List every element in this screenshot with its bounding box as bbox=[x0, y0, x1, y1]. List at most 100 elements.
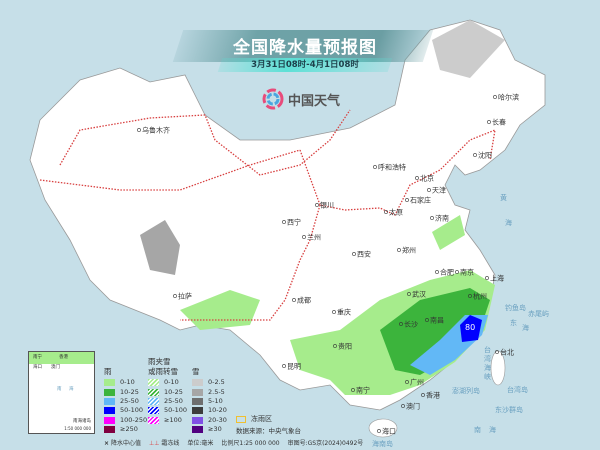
city-label: 贵阳 bbox=[338, 342, 352, 351]
sea-label: 赤尾屿 bbox=[528, 309, 549, 318]
legend-label: 50-100 bbox=[120, 406, 144, 415]
legend-label: 10-20 bbox=[208, 406, 227, 415]
city-label: 拉萨 bbox=[178, 292, 192, 301]
city-label: 天津 bbox=[432, 187, 446, 195]
city-label: 哈尔滨 bbox=[498, 93, 519, 102]
snow-area-tibet bbox=[140, 220, 180, 275]
legend-item: ≥250 bbox=[104, 425, 147, 434]
city-marker bbox=[333, 344, 337, 348]
city-marker bbox=[282, 364, 286, 368]
approval-label: 审图号:GS京(2024)0492号 bbox=[287, 440, 364, 447]
legend-item: 50-100 bbox=[148, 406, 187, 415]
legend-swatch bbox=[192, 397, 203, 405]
logo-icon bbox=[262, 88, 284, 110]
city-label: 成都 bbox=[297, 296, 311, 305]
city-marker bbox=[377, 429, 381, 433]
city-label: 昆明 bbox=[287, 363, 301, 371]
legend-swatch bbox=[148, 407, 159, 415]
legend-swatch bbox=[192, 407, 203, 415]
frost-line bbox=[39, 109, 496, 321]
legend-label: ≥30 bbox=[208, 425, 222, 434]
city-marker bbox=[282, 220, 286, 224]
city-label: 广州 bbox=[410, 378, 424, 387]
legend-label: 100-250 bbox=[120, 415, 148, 424]
city-marker bbox=[405, 198, 409, 202]
city-label: 海口 bbox=[382, 427, 396, 436]
legend-swatch bbox=[192, 379, 203, 387]
city-label: 西宁 bbox=[287, 218, 301, 227]
city-marker bbox=[427, 188, 431, 192]
legend-label: 2.5-5 bbox=[208, 387, 225, 396]
sea-label: 海南岛 bbox=[372, 439, 393, 448]
city-marker bbox=[292, 298, 296, 302]
footer: × 降水中心值 ⊥⊥ 霜冻线 单位:毫米 比例尺1:25 000 000 审图号… bbox=[104, 440, 363, 448]
legend-item: 2.5-5 bbox=[192, 387, 227, 396]
data-source: 数据来源：中央气象台 bbox=[236, 427, 301, 435]
city-marker bbox=[473, 153, 477, 157]
sea-label: 台湾岛 bbox=[507, 385, 528, 394]
city-marker bbox=[421, 393, 425, 397]
rain-0-10-shandong bbox=[432, 215, 465, 250]
city-marker bbox=[425, 318, 429, 322]
inset-city: 香港 bbox=[59, 355, 68, 360]
sea-label: 东沙群岛 bbox=[495, 405, 523, 414]
legend-label: 25-50 bbox=[164, 396, 183, 405]
legend-sleet-title2: 或雨转雪 bbox=[148, 367, 178, 376]
legend-swatch bbox=[192, 388, 203, 396]
legend-item: 0-10 bbox=[148, 378, 187, 387]
legend-swatch bbox=[148, 416, 159, 424]
inset-city: 南宁 bbox=[33, 355, 42, 360]
center-label: 降水中心值 bbox=[110, 440, 141, 447]
city-label: 台北 bbox=[500, 348, 514, 357]
sea-label: 海 bbox=[489, 425, 496, 434]
city-label: 香港 bbox=[426, 391, 440, 400]
legend-swatch bbox=[104, 397, 115, 405]
city-marker bbox=[397, 248, 401, 252]
sea-label: 峡 bbox=[484, 372, 491, 381]
city-label: 银川 bbox=[320, 201, 334, 210]
city-marker bbox=[487, 120, 491, 124]
inset-sea: 海 bbox=[69, 387, 74, 392]
inset-sea: 南 bbox=[57, 387, 62, 392]
city-marker bbox=[373, 165, 377, 169]
city-marker bbox=[405, 380, 409, 384]
city-marker bbox=[435, 270, 439, 274]
city-marker bbox=[455, 270, 459, 274]
legend-item: 5-10 bbox=[192, 397, 227, 406]
inset-city: 海口 bbox=[33, 365, 42, 370]
legend-swatch bbox=[104, 379, 115, 387]
south-china-sea-inset: 南宁 海口 香港 澳门 南 海 南海诸岛 1:50 000 000 bbox=[28, 351, 95, 434]
legend-label: ≥100 bbox=[164, 415, 182, 424]
legend-label: 10-25 bbox=[120, 387, 139, 396]
sea-label: 台 bbox=[484, 345, 491, 354]
legend-item: 0-2.5 bbox=[192, 378, 227, 387]
city-marker bbox=[468, 294, 472, 298]
legend-item: 20-30 bbox=[192, 416, 227, 425]
legend-sleet-title: 雨夹雪 bbox=[148, 357, 171, 366]
legend-label: 5-10 bbox=[208, 396, 223, 405]
city-marker bbox=[407, 292, 411, 296]
legend-label: 0-10 bbox=[120, 378, 135, 387]
city-marker bbox=[351, 388, 355, 392]
scale-label: 比例尺1:25 000 000 bbox=[221, 440, 280, 447]
city-marker bbox=[495, 350, 499, 354]
legend-swatch bbox=[104, 416, 115, 424]
city-label: 武汉 bbox=[412, 290, 426, 299]
city-label: 上海 bbox=[490, 274, 504, 283]
city-label: 太原 bbox=[389, 208, 403, 217]
city-label: 北京 bbox=[420, 174, 434, 183]
freezing-rain-swatch bbox=[236, 416, 246, 424]
hainan-island bbox=[368, 418, 398, 438]
city-label: 南昌 bbox=[430, 316, 444, 325]
legend-swatch bbox=[104, 407, 115, 415]
center-mark-icon: × bbox=[104, 440, 110, 447]
city-label: 沈阳 bbox=[478, 151, 492, 160]
logo: 中国天气 bbox=[262, 88, 340, 110]
legend-item: 25-50 bbox=[148, 397, 187, 406]
legend-swatch bbox=[148, 379, 159, 387]
city-marker bbox=[137, 128, 141, 132]
city-label: 长沙 bbox=[404, 320, 418, 329]
inset-city: 澳门 bbox=[51, 365, 60, 370]
city-label: 石家庄 bbox=[410, 196, 431, 205]
legend-label: 0-2.5 bbox=[208, 378, 225, 387]
